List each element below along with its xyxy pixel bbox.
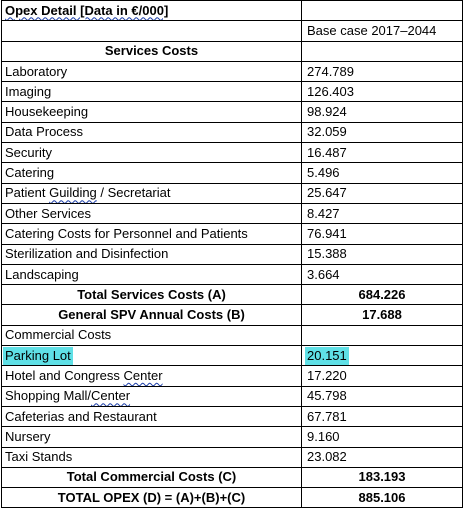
empty-cell [1,20,302,42]
table-row: Taxi Stands 23.082 [1,446,463,468]
total-opex-label: TOTAL OPEX (D) = (A)+(B)+(C) [1,487,302,509]
header-row: Base case 2017–2044 [1,20,463,42]
total-opex-row: TOTAL OPEX (D) = (A)+(B)+(C) 885.106 [1,487,463,509]
row-value: 17.220 [301,365,463,387]
table-row: Other Services 8.427 [1,202,463,225]
table-row: Shopping Mall/Center 45.798 [1,385,463,407]
row-value: 16.487 [301,142,463,164]
row-label: Other Services [1,202,302,225]
table-row: Patient Guilding / Secretariat 25.647 [1,182,463,204]
row-value: 25.647 [301,182,463,204]
services-header-row: Services Costs [1,40,463,62]
total-services-row: Total Services Costs (A) 684.226 [1,284,463,306]
row-label: Data Process [1,121,302,144]
row-label: Laboratory [1,60,302,83]
row-value: 15.388 [301,243,463,265]
row-value: 3.664 [301,263,463,286]
table-row: Nursery 9.160 [1,426,463,448]
row-value: 76.941 [301,223,463,245]
total-services-label: Total Services Costs (A) [1,284,302,306]
table-title-text: Opex Detail [Data in €/000] [5,2,169,18]
highlighted-label: Parking Lot [3,346,73,365]
row-label: Sterilization and Disinfection [1,243,302,265]
highlighted-value: 20.151 [305,346,349,365]
row-label: Parking Lot [1,345,302,367]
table-row: Parking Lot 20.151 [1,345,463,367]
row-value: 8.427 [301,202,463,225]
general-spv-row: General SPV Annual Costs (B) 17.688 [1,304,463,326]
spellcheck-word: Guilding [49,185,97,201]
row-label: Housekeeping [1,101,302,123]
row-label: Catering [1,162,302,184]
table-title: Opex Detail [Data in €/000] [1,0,302,22]
table-row: Housekeeping 98.924 [1,101,463,123]
table-row: Catering 5.496 [1,162,463,184]
empty-cell [301,0,463,21]
services-header: Services Costs [1,40,302,62]
row-value: 67.781 [301,405,463,428]
row-value: 274.789 [301,60,463,83]
row-label: Hotel and Congress Center [1,365,302,387]
general-spv-label: General SPV Annual Costs (B) [1,304,302,326]
row-value: 23.082 [301,446,463,468]
row-label: Nursery [1,426,302,448]
total-commercial-value: 183.193 [301,466,463,489]
spellcheck-word: Center [91,388,131,404]
table-row: Landscaping 3.664 [1,263,463,286]
spellcheck-word: Center [123,367,163,383]
total-opex-value: 885.106 [301,487,463,509]
base-case-header: Base case 2017–2044 [301,20,463,42]
row-label: Taxi Stands [1,446,302,468]
row-value: 98.924 [301,101,463,123]
commercial-header-row: Commercial Costs [1,324,463,347]
table-row: Cafeterias and Restaurant 67.781 [1,405,463,428]
table-row: Laboratory 274.789 [1,60,463,83]
row-value: 5.496 [301,162,463,184]
total-commercial-label: Total Commercial Costs (C) [1,466,302,489]
table-row: Data Process 32.059 [1,121,463,144]
table-row: Imaging 126.403 [1,81,463,103]
row-value: 45.798 [301,385,463,407]
row-label: Shopping Mall/Center [1,385,302,407]
general-spv-value: 17.688 [301,304,463,326]
row-label: Patient Guilding / Secretariat [1,182,302,204]
opex-table: Opex Detail [Data in €/000] Base case 20… [1,0,463,509]
row-label: Cafeterias and Restaurant [1,405,302,428]
row-value: 9.160 [301,426,463,448]
table-row: Catering Costs for Personnel and Patient… [1,223,463,245]
empty-cell [301,40,463,62]
table-row: Hotel and Congress Center 17.220 [1,365,463,387]
row-label: Security [1,142,302,164]
row-value: 126.403 [301,81,463,103]
table-row: Sterilization and Disinfection 15.388 [1,243,463,265]
row-label: Landscaping [1,263,302,286]
row-label: Catering Costs for Personnel and Patient… [1,223,302,245]
commercial-header: Commercial Costs [1,324,302,347]
total-commercial-row: Total Commercial Costs (C) 183.193 [1,466,463,489]
empty-cell [301,324,463,347]
table-row: Security 16.487 [1,142,463,164]
table-title-row: Opex Detail [Data in €/000] [1,0,463,22]
total-services-value: 684.226 [301,284,463,306]
row-value: 32.059 [301,121,463,144]
row-value: 20.151 [301,345,463,367]
row-label: Imaging [1,81,302,103]
